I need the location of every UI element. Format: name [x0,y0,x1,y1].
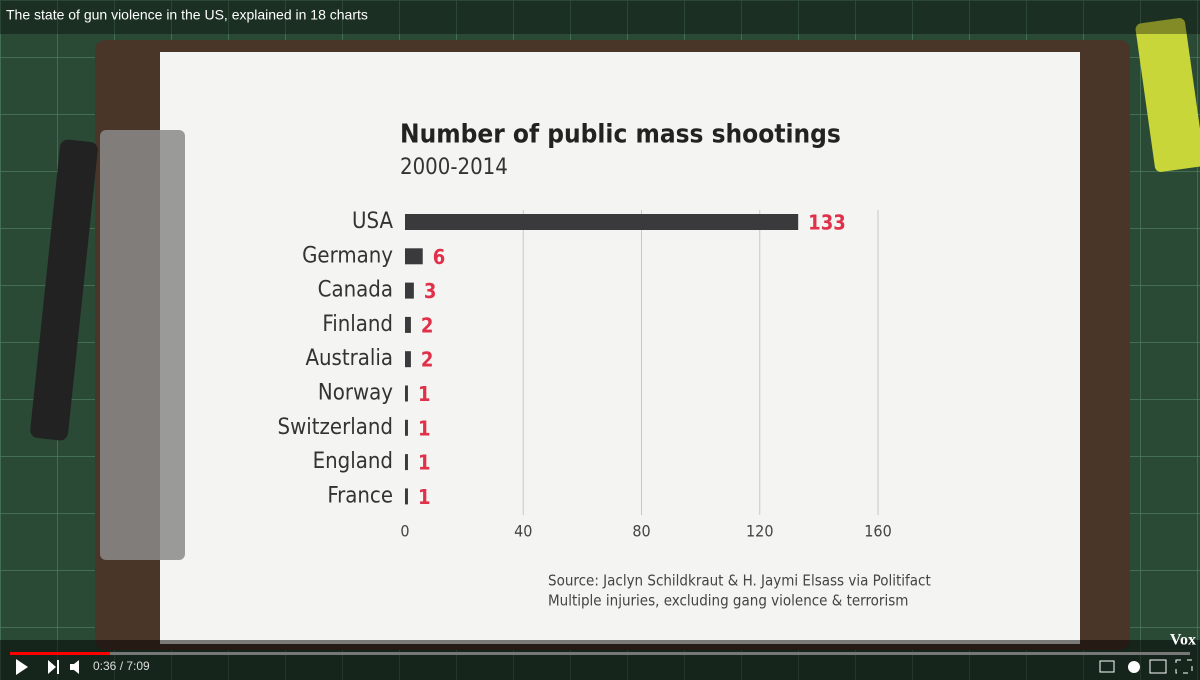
data-label: 2 [421,313,434,337]
bar [405,351,411,368]
y-tick-label: Switzerland [278,415,393,440]
data-label: 6 [433,245,446,269]
title-bar [0,0,1200,34]
bar [405,488,408,505]
clip [100,130,185,560]
data-label: 3 [424,279,437,303]
y-tick-label: France [327,483,393,508]
y-tick-label: USA [352,209,393,234]
data-label: 1 [418,382,431,406]
data-label: 2 [421,348,434,372]
bar [405,214,799,230]
note-line: Multiple injuries, excluding gang violen… [548,592,908,610]
data-label: 1 [418,416,431,440]
x-tick-label: 120 [746,522,773,541]
brand-logo: Vox [1170,632,1196,649]
data-label: 1 [418,485,431,509]
progress-track[interactable] [10,652,1190,655]
x-tick-label: 40 [514,522,532,541]
x-tick-label: 80 [632,522,650,541]
bar [405,282,414,299]
x-tick-label: 160 [864,522,891,541]
y-tick-label: Germany [302,243,393,268]
bar [405,454,408,471]
pen [30,139,98,441]
volume-button[interactable] [70,660,79,674]
y-tick-label: England [313,449,393,474]
y-tick-label: Australia [305,346,393,371]
bar [405,248,423,265]
fullscreen-button[interactable] [1175,659,1193,674]
cc-button[interactable] [1099,660,1115,673]
bar [405,419,408,436]
bar [405,385,408,402]
x-tick-label: 0 [400,522,409,541]
data-label: 133 [808,211,846,235]
cast-button[interactable] [1149,659,1167,674]
bar [405,316,411,333]
play-button[interactable] [16,659,28,675]
chart-subtitle: 2000-2014 [400,155,508,180]
chart-title: Number of public mass shootings [400,120,841,150]
y-tick-label: Norway [318,381,393,406]
next-button[interactable] [48,660,59,674]
highlighter [1135,18,1200,172]
paper [160,52,1080,644]
data-label: 1 [418,451,431,475]
time-display: 0:36 / 7:09 [93,659,150,673]
y-tick-label: Canada [318,278,393,303]
video-title[interactable]: The state of gun violence in the US, exp… [6,7,368,23]
chart: Number of public mass shootings 2000-201… [278,120,892,541]
progress-played [10,652,110,655]
source-line: Source: Jaclyn Schildkraut & H. Jaymi El… [548,572,931,590]
controls-bg [0,640,1200,680]
y-tick-label: Finland [322,312,393,337]
settings-button[interactable] [1128,661,1140,673]
